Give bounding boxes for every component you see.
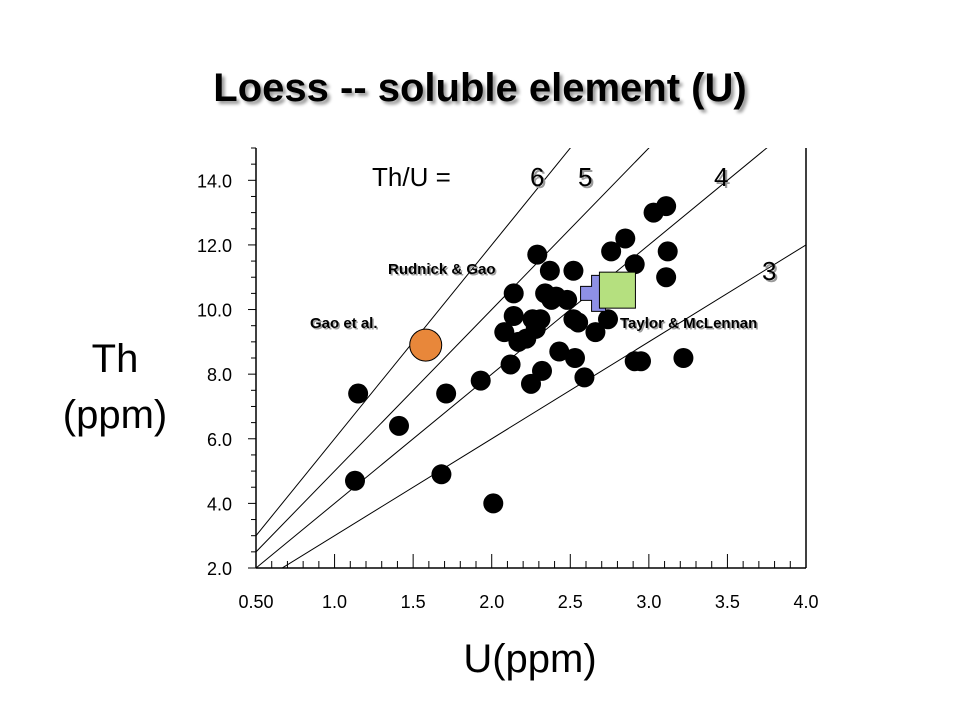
sample-point <box>527 244 548 265</box>
sample-point <box>656 196 677 217</box>
chart-title: Loess -- soluble element (U) <box>213 66 747 110</box>
ratio-label-shadow: 4 <box>716 164 730 194</box>
ratio-label-3: 3 <box>762 256 776 286</box>
y-tick-label: 14.0 <box>197 171 232 191</box>
x-tick-label: 2.5 <box>558 592 583 612</box>
sample-point <box>563 260 584 281</box>
x-tick-label: 3.5 <box>715 592 740 612</box>
axes <box>248 147 807 569</box>
sample-point <box>389 415 409 436</box>
y-axis-label-line1: Th <box>92 337 139 381</box>
sample-point <box>615 228 636 249</box>
x-tick-label: 0.50 <box>238 592 273 612</box>
y-tick-label: 4.0 <box>207 494 232 514</box>
ratio-prefix-label: Th/U = <box>372 162 451 192</box>
sample-point <box>657 241 678 262</box>
y-tick-label: 8.0 <box>207 365 232 385</box>
reference-label: Taylor & McLennan <box>620 315 757 332</box>
ref-label-shadow: Gao et al. <box>312 317 380 334</box>
sample-point <box>565 348 585 368</box>
sample-point <box>673 348 694 368</box>
y-tick-label: 6.0 <box>207 430 232 450</box>
sample-points <box>345 196 694 514</box>
sample-point <box>557 289 578 310</box>
sample-point <box>503 283 524 304</box>
ratio-label-shadow: 3 <box>764 258 778 288</box>
x-tick-label: 1.0 <box>322 592 347 612</box>
sample-point <box>348 383 369 404</box>
reference-markers <box>409 271 636 362</box>
ratio-label-shadow: 5 <box>580 164 594 194</box>
sample-point <box>539 260 560 281</box>
chart-labels: 2.0 4.0 6.0 8.0 10.0 12.0 14.0 0.50 1.0 1.5 2.0 2.5… <box>63 162 819 681</box>
x-tick-label: 2.0 <box>479 592 504 612</box>
sample-point <box>483 493 504 514</box>
y-tick-label: 2.0 <box>207 559 232 579</box>
sample-point <box>500 354 521 375</box>
reference-label: Rudnick & Gao <box>388 261 496 278</box>
ratio-label-6: 6 <box>530 162 544 192</box>
x-tick-label: 4.0 <box>793 592 818 612</box>
sample-point <box>624 254 645 275</box>
sample-point <box>436 383 457 404</box>
sample-point <box>494 322 515 343</box>
sample-point <box>345 470 365 491</box>
y-axis-label-line2: (ppm) <box>63 393 167 437</box>
sample-point <box>656 267 677 288</box>
gao-marker <box>409 328 443 362</box>
sample-point <box>530 309 551 330</box>
ratio-line-4 <box>256 148 768 568</box>
y-tick-label: 10.0 <box>197 301 232 321</box>
sample-point <box>585 322 606 343</box>
reference-label: Gao et al. <box>310 315 378 332</box>
ref-label-shadow: Taylor & McLennan <box>622 317 759 334</box>
ratio-label-shadow: 6 <box>532 164 546 194</box>
x-tick-label: 3.0 <box>636 592 661 612</box>
ratio-line-6 <box>256 148 571 537</box>
sample-point <box>431 464 452 485</box>
sample-point <box>601 241 622 262</box>
sample-point <box>631 351 651 372</box>
ratio-line-3 <box>281 244 806 568</box>
y-tick-label: 12.0 <box>197 236 232 256</box>
ratio-label-5: 5 <box>578 162 592 192</box>
sample-point <box>503 306 524 326</box>
x-tick-label: 1.5 <box>401 592 426 612</box>
sample-point <box>549 341 570 362</box>
ratio-label-4: 4 <box>714 162 728 192</box>
sample-point <box>574 367 595 388</box>
sample-point <box>598 309 618 330</box>
taylor-mclennan-marker <box>598 271 636 309</box>
sample-point <box>470 370 491 391</box>
sample-point <box>568 312 589 333</box>
x-axis-label: U(ppm) <box>463 637 596 681</box>
ratio-line-5 <box>256 148 650 553</box>
sample-point <box>532 360 552 381</box>
ref-label-shadow: Rudnick & Gao <box>390 263 498 280</box>
